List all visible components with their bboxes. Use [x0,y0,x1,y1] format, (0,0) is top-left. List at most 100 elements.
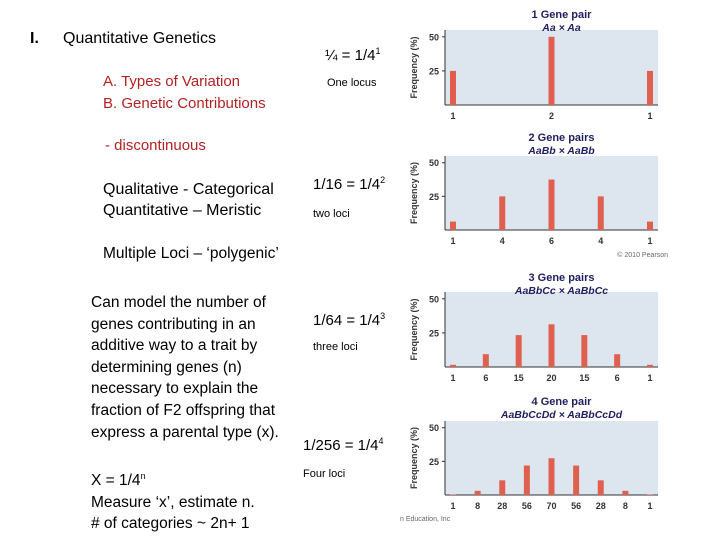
y-tick-label: 50 [429,32,439,42]
bar [647,221,653,230]
bar [474,490,481,495]
x-tick-label: 70 [546,501,556,511]
x-tick-label: 4 [500,236,505,246]
bar [482,354,489,367]
loci-label: Four loci [303,468,346,480]
y-tick-label: 50 [429,294,439,304]
bar [548,36,555,106]
model-line: additive way to a trait by [91,337,258,355]
equation-text: 1/16 = 1/4 [313,176,381,193]
x-tick-label: 6 [483,373,488,383]
chart-title: 4 Gene pair [532,396,593,408]
formula: X = 1/4n [91,466,255,492]
categories-text: # of categories ~ 2n+ 1 [91,515,250,533]
equation-text: 1/64 = 1/4 [313,312,381,329]
formula-base: X = 1/4 [91,472,141,490]
formula-block: X = 1/4n Measure ‘x’, estimate n. # of c… [91,466,255,535]
section-number: I. [30,30,39,47]
x-tick-label: 1 [647,501,652,511]
y-tick-label: 25 [429,66,439,76]
bar [499,196,506,230]
model-line: genes contributing in an [91,315,256,333]
y-axis-label: Frequency (%) [409,36,419,98]
x-tick-label: 1 [450,236,455,246]
x-tick-label: 15 [514,373,524,383]
y-tick-label: 25 [429,192,439,202]
x-tick-label: 8 [623,501,628,511]
model-paragraph: Can model the number of genes contributi… [91,292,279,443]
x-tick-label: 4 [598,236,603,246]
model-line: determining genes (n) [91,358,242,376]
x-tick-label: 1 [450,501,455,511]
equation-exponent: 1 [375,46,381,56]
x-tick-label: 1 [647,236,652,246]
bar [548,324,555,367]
equation-two-loci: 1/16 = 1/42 [313,175,386,194]
x-tick-label: 1 [450,111,455,121]
chart-subtitle: AaBb × AaBb [527,145,595,157]
loci-label: One locus [327,77,377,89]
copyright-text: © 2010 Pearson [617,251,668,259]
x-tick-label: 2 [549,111,554,121]
y-tick-label: 50 [429,423,439,433]
equation-four-loci: 1/256 = 1/44 [303,436,384,455]
x-tick-label: 28 [596,501,606,511]
x-tick-label: 1 [647,111,652,121]
model-line: Can model the number of [91,294,266,311]
x-tick-label: 1 [647,373,652,383]
y-axis-label: Frequency (%) [409,298,419,360]
chart-title: 1 Gene pair [532,9,593,21]
measure-text: Measure ‘x’, estimate n. [91,493,255,511]
y-axis-label: Frequency (%) [409,162,419,224]
outline-item-genetic: B. Genetic Contributions [103,95,266,112]
equation-exponent: 4 [378,436,384,446]
equation-text: 1/256 = 1/4 [303,437,379,454]
bar [597,196,604,230]
x-tick-label: 6 [549,236,554,246]
equation-exponent: 2 [380,175,386,185]
model-line: necessary to explain the [91,380,259,398]
qualitative-text: Qualitative - Categorical [103,181,274,198]
bar [450,364,456,367]
bar [614,354,621,367]
bar [581,335,588,367]
bar [450,70,456,105]
equation-exponent: 3 [380,311,386,321]
chart-title: 3 Gene pairs [528,272,594,284]
chart-subtitle: AaBbCcDd × AaBbCcDd [500,409,623,421]
x-tick-label: 1 [450,373,455,383]
model-line: express a parental type (x). [91,423,279,441]
x-tick-label: 15 [579,373,589,383]
loci-label: three loci [313,341,358,353]
y-tick-label: 25 [429,328,439,338]
chart-title: 2 Gene pairs [528,132,594,144]
bar [548,458,555,495]
discontinuous-label: - discontinuous [105,137,206,154]
equation-three-loci: 1/64 = 1/43 [313,311,386,330]
bar [499,480,506,495]
y-tick-label: 25 [429,457,439,467]
bar [450,494,456,495]
slide-title: Quantitative Genetics [63,30,216,47]
publisher-text: n Education, Inc [400,516,451,523]
multiple-loci-text: Multiple Loci – ‘polygenic’ [103,245,279,262]
loci-label: two loci [313,208,350,220]
x-tick-label: 28 [497,501,507,511]
bar [548,179,555,230]
x-tick-label: 8 [475,501,480,511]
equation-one-locus: ¼ = 1/41 [325,46,381,65]
outline-item-types: A. Types of Variation [103,73,241,90]
bar [647,70,653,105]
bar [515,335,522,367]
quantitative-text: Quantitative – Meristic [103,202,262,219]
bar [647,364,653,367]
model-line: fraction of F2 offspring that [91,401,276,419]
y-tick-label: 50 [429,158,439,168]
chart-subtitle: Aa × Aa [541,22,581,34]
bar [450,221,456,230]
x-tick-label: 20 [546,373,556,383]
formula-exponent: n [140,471,146,481]
chart-subtitle: AaBbCc × AaBbCc [514,285,608,297]
x-tick-label: 6 [615,373,620,383]
bar [647,494,653,495]
